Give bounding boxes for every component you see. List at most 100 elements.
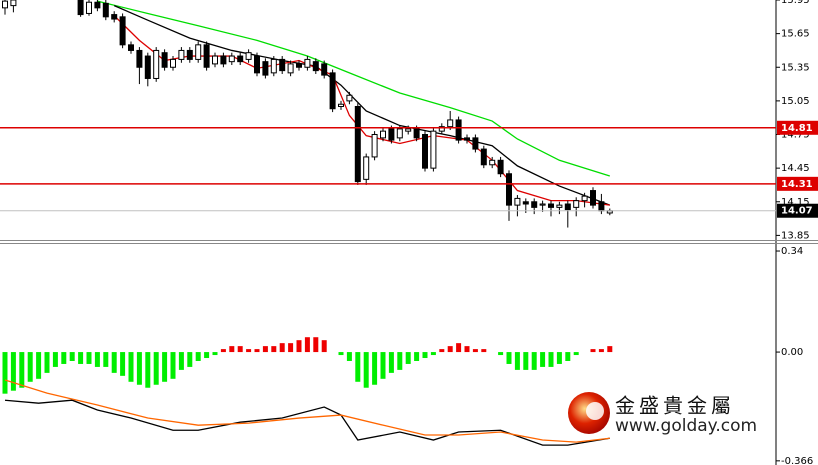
macd-bar — [10, 352, 16, 391]
macd-bar — [170, 352, 176, 379]
macd-bar — [212, 352, 218, 356]
macd-bar — [145, 352, 151, 388]
price-level-label: 14.07 — [781, 206, 813, 217]
candle-body — [556, 204, 563, 208]
macd-bar — [304, 337, 310, 353]
price-level-box — [777, 203, 818, 218]
candle-body — [472, 137, 479, 150]
candle-body — [598, 201, 605, 212]
macd-bar — [464, 346, 470, 353]
y-tick-label: 13.85 — [781, 230, 810, 241]
candle-body — [111, 14, 118, 20]
indicator-line — [113, 5, 611, 206]
macd-bar — [321, 340, 327, 353]
macd-bar — [220, 349, 226, 353]
candle-body — [539, 203, 546, 206]
candle-body — [430, 130, 437, 169]
candle-body — [312, 61, 319, 72]
candle-body — [338, 103, 344, 107]
watermark-url: www.golday.com — [615, 416, 757, 436]
macd-bar — [195, 352, 201, 361]
candle-body — [413, 128, 420, 139]
candle-body — [371, 134, 378, 158]
candle-body — [287, 63, 294, 74]
macd-bar — [472, 349, 478, 353]
y-tick-label: 0.34 — [781, 246, 803, 257]
candle-body — [94, 1, 101, 9]
logo — [586, 402, 604, 420]
candle-body — [581, 195, 588, 202]
macd-bar — [506, 352, 512, 364]
candle-body — [522, 201, 529, 205]
candle-body — [254, 55, 260, 74]
macd-bar — [372, 352, 378, 385]
candle-body — [144, 55, 151, 79]
macd-panel — [2, 337, 613, 446]
y-tick-label: -0.366 — [781, 456, 813, 465]
candle-body — [77, 0, 84, 16]
candle-body — [203, 44, 210, 68]
macd-bar — [120, 352, 126, 376]
macd-bar — [447, 346, 453, 353]
macd-bar — [36, 352, 42, 379]
price-level-box — [777, 120, 818, 135]
candle-body — [514, 197, 521, 206]
candle-body — [195, 44, 202, 60]
macd-bar — [246, 349, 252, 353]
candle-body — [86, 1, 92, 14]
indicator-line — [4, 399, 610, 446]
macd-bar — [296, 340, 302, 353]
candle-body — [102, 2, 109, 18]
macd-bar — [254, 349, 260, 353]
candle-body — [186, 49, 193, 60]
candle-body — [136, 49, 143, 68]
candle-body — [548, 203, 554, 208]
candle-body — [178, 49, 185, 60]
candle-body — [590, 190, 596, 206]
macd-bar — [540, 352, 546, 367]
y-tick-label: 14.75 — [781, 130, 810, 141]
candle-body — [447, 119, 454, 128]
candle-body — [279, 58, 286, 72]
macd-bar — [380, 352, 386, 379]
macd-bar — [178, 352, 184, 370]
axis-labels: 15.95 15.65 15.35 15.05 14.75 14.45 14.15 13.85… — [776, 0, 818, 465]
candle-body — [304, 58, 311, 68]
candle-body — [262, 61, 269, 76]
macd-bar — [607, 346, 613, 353]
macd-bar — [44, 352, 50, 373]
macd-bar — [498, 352, 504, 356]
candle-body — [422, 134, 428, 169]
macd-bar — [514, 352, 520, 370]
macd-bar — [590, 349, 596, 353]
candle-body — [245, 52, 252, 60]
indicator-line — [97, 0, 610, 177]
candle-body — [405, 128, 412, 132]
candle-body — [128, 44, 134, 51]
macd-bar — [61, 352, 67, 364]
macd-bar — [565, 352, 571, 361]
macd-bar — [136, 352, 142, 385]
candle-body — [396, 128, 403, 139]
macd-bar — [338, 352, 344, 356]
candle-body — [237, 55, 244, 63]
macd-bar — [363, 352, 369, 388]
candle-body — [212, 55, 218, 65]
macd-bar — [456, 343, 462, 353]
candle-body — [388, 128, 395, 141]
candle-body — [321, 63, 328, 76]
y-tick-label: 14.45 — [781, 163, 810, 174]
macd-bar — [405, 352, 411, 364]
macd-bar — [556, 352, 562, 364]
macd-bar — [388, 352, 394, 373]
macd-bar — [397, 352, 403, 370]
macd-bar — [153, 352, 159, 385]
candle-body — [10, 0, 17, 7]
candle-body — [489, 159, 496, 166]
macd-bar — [355, 352, 361, 382]
macd-bar — [481, 349, 487, 353]
candle-body — [220, 55, 227, 65]
candle-body — [346, 94, 353, 102]
price-level-label: 14.31 — [781, 179, 813, 190]
y-tick-label: 0.00 — [781, 347, 803, 358]
